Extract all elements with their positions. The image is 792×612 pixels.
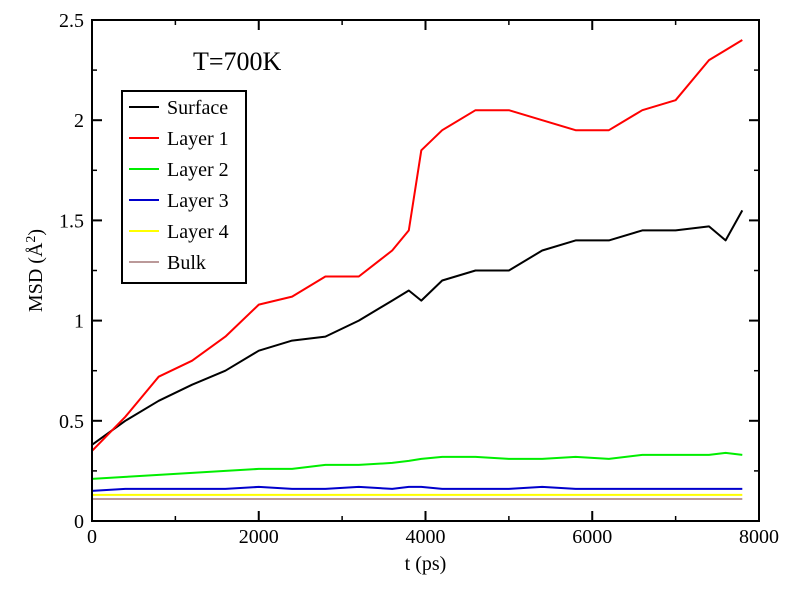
x-tick-label: 8000 [739,526,779,548]
x-axis-label: t (ps) [405,553,447,575]
legend-label-bulk: Bulk [167,252,206,274]
y-tick-label: 0 [74,511,84,533]
ticks-layer: 0 2000 4000 6000 8000 0 0.5 1 1.5 2 2.5 [59,10,779,548]
series-line-surface [91,209,744,446]
x-tick-label: 0 [87,526,97,548]
x-tick-label: 6000 [572,526,612,548]
legend-label-layer-1: Layer 1 [167,128,229,150]
y-axis-label-superscript: 2 [24,236,39,243]
legend-box [121,90,247,284]
y-tick-label: 0.5 [59,411,84,433]
y-tick-label: 2 [74,110,84,132]
series-line-layer-1 [91,39,743,452]
legend-label-layer-3: Layer 3 [167,190,229,212]
legend-label-layer-2: Layer 2 [167,159,229,181]
series-line-layer-2 [91,451,743,480]
y-tick-label: 2.5 [59,10,84,32]
y-axis-label: MSD (Å2) [24,229,48,312]
x-tick-label: 4000 [406,526,446,548]
temperature-annotation: T=700K [193,47,282,76]
legend: Surface Layer 1 Layer 2 Layer 3 Layer 4 Bulk [121,90,247,284]
series-layer [91,39,744,500]
y-axis-label-close: ) [25,229,47,236]
legend-label-layer-4: Layer 4 [167,221,229,243]
series-line-layer-3 [91,485,743,492]
y-tick-label: 1 [74,311,84,333]
svg-text:MSD (Å2): MSD (Å2) [24,229,48,312]
x-tick-label: 2000 [239,526,279,548]
legend-label-surface: Surface [167,97,228,119]
y-tick-label: 1.5 [59,210,84,232]
y-axis-label-base: MSD (Å [25,242,47,312]
